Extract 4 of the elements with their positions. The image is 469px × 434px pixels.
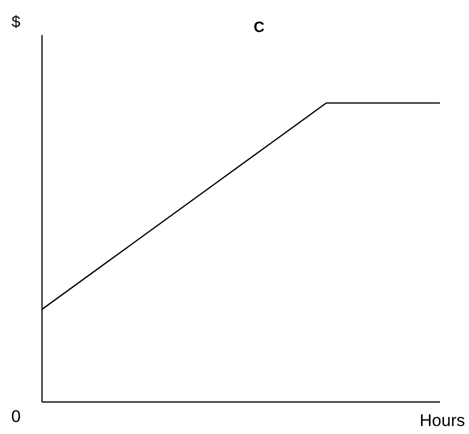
y-axis-title: $ <box>12 14 21 31</box>
x-axis-title: Hours <box>420 411 465 430</box>
chart-title: C <box>254 19 265 36</box>
text: 0 <box>11 407 21 426</box>
